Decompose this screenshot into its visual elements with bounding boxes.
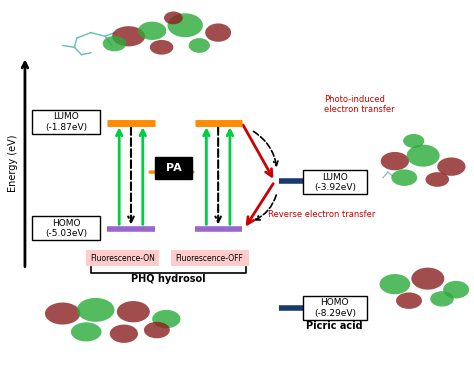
Text: Reverse electron transfer: Reverse electron transfer: [268, 210, 375, 219]
Ellipse shape: [396, 292, 422, 309]
FancyBboxPatch shape: [86, 250, 159, 266]
Ellipse shape: [411, 268, 444, 290]
Ellipse shape: [205, 23, 231, 42]
Ellipse shape: [438, 158, 465, 176]
Text: PA: PA: [165, 164, 181, 174]
Ellipse shape: [71, 322, 101, 342]
FancyBboxPatch shape: [171, 250, 249, 266]
Text: Photo-induced
electron transfer: Photo-induced electron transfer: [324, 94, 395, 114]
FancyBboxPatch shape: [32, 110, 100, 134]
Ellipse shape: [380, 274, 410, 294]
Text: Energy (eV): Energy (eV): [8, 134, 18, 192]
Ellipse shape: [138, 21, 166, 40]
Ellipse shape: [392, 169, 417, 186]
Text: LUMO
(-1.87eV): LUMO (-1.87eV): [45, 112, 87, 132]
Ellipse shape: [45, 303, 80, 324]
Ellipse shape: [103, 36, 126, 51]
Text: LUMO
(-3.92eV): LUMO (-3.92eV): [314, 173, 356, 192]
FancyBboxPatch shape: [303, 296, 366, 320]
Text: Fluorescence-ON: Fluorescence-ON: [90, 253, 155, 263]
Ellipse shape: [112, 26, 145, 46]
Ellipse shape: [152, 310, 181, 328]
Ellipse shape: [381, 152, 409, 170]
Ellipse shape: [189, 38, 210, 53]
Ellipse shape: [430, 291, 454, 307]
Ellipse shape: [110, 324, 138, 343]
Ellipse shape: [164, 11, 183, 24]
Ellipse shape: [117, 301, 150, 322]
Ellipse shape: [144, 322, 170, 338]
Ellipse shape: [407, 145, 439, 166]
Ellipse shape: [167, 13, 203, 37]
Ellipse shape: [77, 298, 115, 322]
FancyBboxPatch shape: [303, 170, 366, 194]
Ellipse shape: [443, 281, 469, 299]
Text: HOMO
(-8.29eV): HOMO (-8.29eV): [314, 298, 356, 318]
Text: HOMO
(-5.03eV): HOMO (-5.03eV): [45, 219, 87, 238]
Ellipse shape: [403, 134, 424, 148]
Ellipse shape: [426, 172, 449, 187]
Text: Picric acid: Picric acid: [306, 322, 363, 332]
FancyBboxPatch shape: [32, 216, 100, 240]
Text: Fluorescence-OFF: Fluorescence-OFF: [176, 253, 244, 263]
Ellipse shape: [150, 40, 173, 55]
Text: PHQ hydrosol: PHQ hydrosol: [131, 274, 206, 284]
FancyBboxPatch shape: [155, 158, 192, 179]
